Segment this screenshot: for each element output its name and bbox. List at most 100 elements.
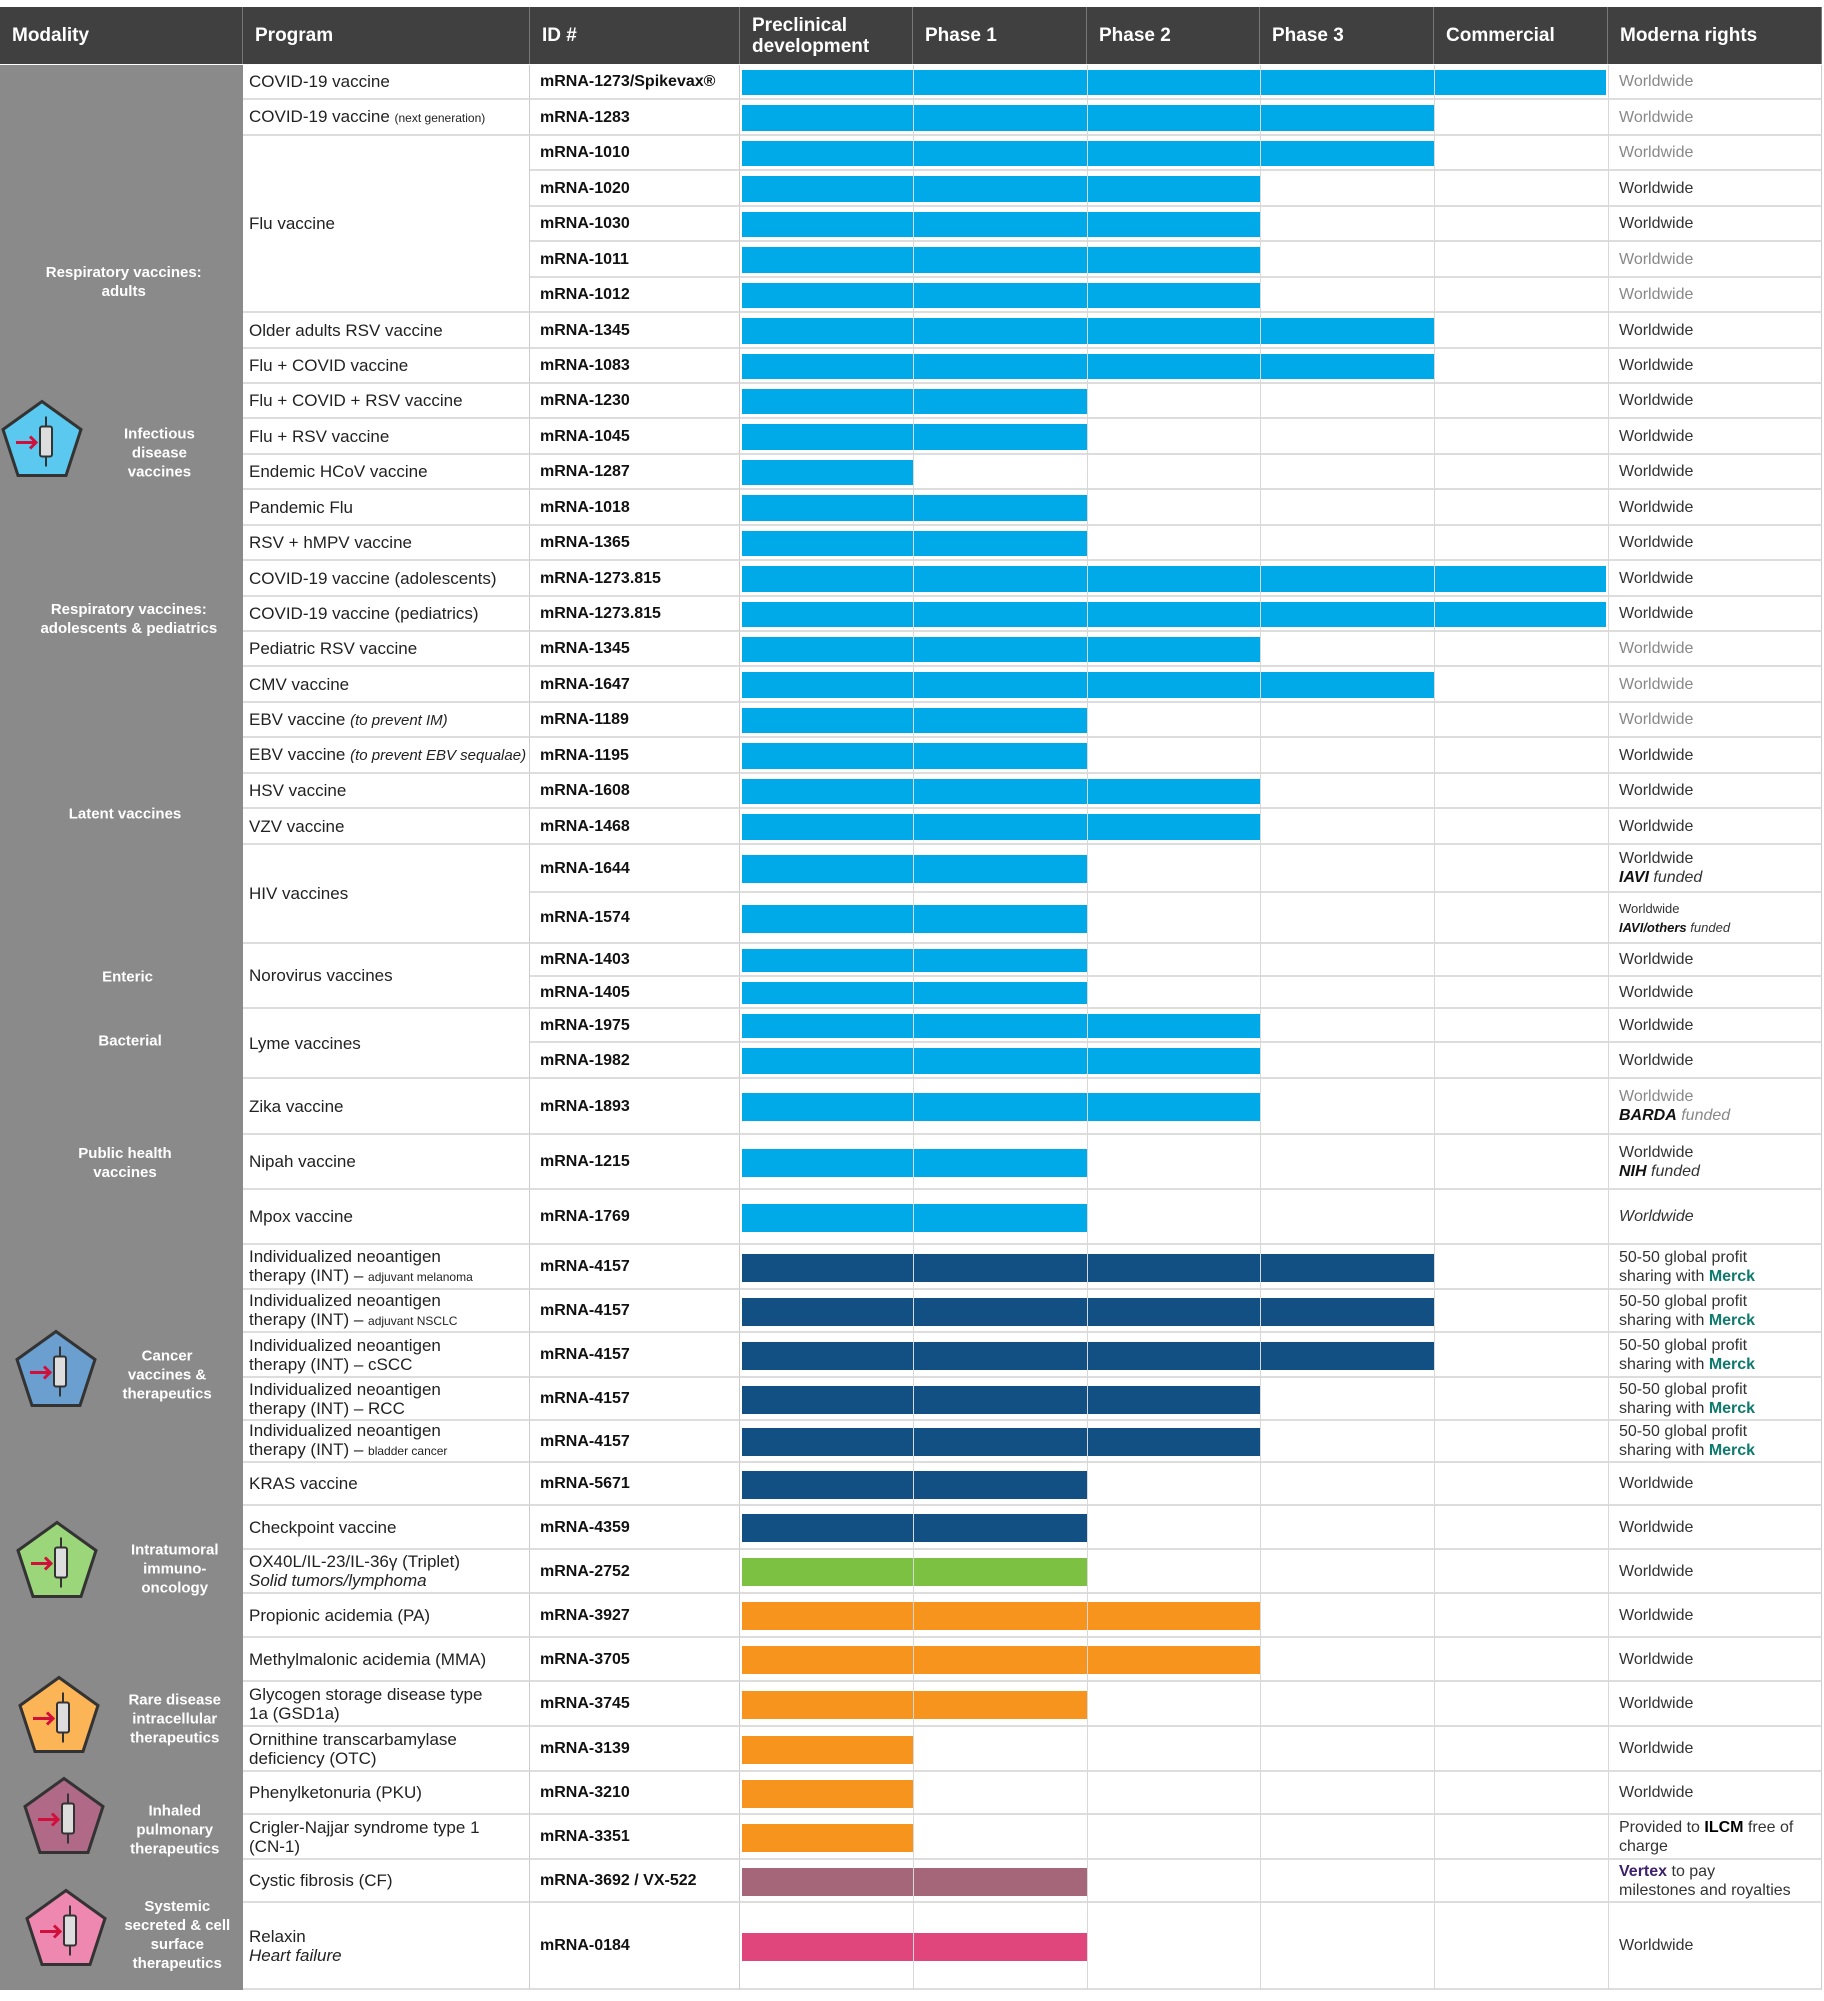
program-id: mRNA-1195 — [530, 738, 740, 774]
program-id: mRNA-3705 — [530, 1638, 740, 1682]
program-cell: Individualized neoantigen therapy (INT) … — [243, 1290, 530, 1333]
column-header: Preclinical development — [740, 7, 913, 64]
stage-cell — [740, 893, 1608, 944]
column-header: Modality — [0, 7, 243, 64]
stage-cell — [740, 1378, 1608, 1421]
rights-line: 50-50 global profit — [1619, 1380, 1747, 1399]
stage-divider — [1260, 65, 1261, 1990]
column-header: Moderna rights — [1608, 7, 1822, 64]
rights-line: milestones and royalties — [1619, 1881, 1791, 1900]
rights-line: Worldwide — [1619, 214, 1693, 233]
program-label: Ornithine transcarbamylase deficiency (O… — [249, 1729, 457, 1768]
rights-text: Worldwide — [1619, 1475, 1694, 1492]
program-id: mRNA-1012 — [530, 278, 740, 313]
rights-line: Worldwide — [1619, 427, 1693, 446]
program-cell: Zika vaccine — [243, 1079, 530, 1135]
modality-column — [0, 65, 243, 1990]
program-name: Flu + RSV vaccine — [249, 427, 389, 446]
rights-line: Worldwide — [1619, 710, 1693, 729]
rights-text: 50-50 global profit — [1619, 1380, 1748, 1398]
stage-cell — [740, 384, 1608, 419]
stage-cell — [740, 171, 1608, 207]
funder-name: BARDA — [1619, 1107, 1677, 1124]
moderna-rights: Worldwide — [1608, 65, 1822, 100]
moderna-rights: Worldwide — [1608, 313, 1822, 349]
stage-cell — [740, 1290, 1608, 1333]
rights-line: Worldwide — [1619, 950, 1693, 969]
program-id: mRNA-1010 — [530, 136, 740, 171]
progress-bar-phase-1 — [742, 1470, 1087, 1499]
rights-text: Worldwide — [1619, 1740, 1694, 1757]
rights-text: Worldwide — [1619, 1606, 1694, 1624]
program-label: Individualized neoantigen therapy (INT) … — [249, 1290, 441, 1329]
rights-line: Provided to ILCM free of — [1619, 1818, 1793, 1837]
progress-bar-commercial — [742, 70, 1606, 95]
rights-line: Worldwide — [1619, 1051, 1693, 1070]
program-name: VZV vaccine — [249, 817, 344, 836]
program-label: Methylmalonic acidemia (MMA) — [249, 1649, 487, 1669]
stage-cell — [740, 455, 1608, 490]
stage-cell — [740, 1245, 1608, 1290]
rights-text: free of — [1743, 1818, 1794, 1836]
stage-cell — [740, 632, 1608, 667]
partner-name: Vertex — [1619, 1862, 1668, 1880]
progress-bar-phase-1 — [742, 1867, 1087, 1896]
partner-name: Merck — [1708, 1311, 1756, 1329]
progress-bar-phase-2 — [742, 1428, 1260, 1456]
program-cell: VZV vaccine — [243, 809, 530, 845]
moderna-rights: Worldwide — [1608, 526, 1822, 561]
stage-cell — [740, 1190, 1608, 1245]
rights-line: Worldwide — [1619, 179, 1693, 198]
rights-text: ILCM — [1704, 1818, 1744, 1836]
program-label: Endemic HCoV vaccine — [249, 462, 428, 481]
syringe-icon — [0, 399, 84, 484]
program-id: mRNA-2752 — [530, 1550, 740, 1594]
column-header: Phase 1 — [913, 7, 1087, 64]
program-label: Checkpoint vaccine — [249, 1517, 397, 1537]
moderna-rights: Worldwide — [1608, 1506, 1822, 1550]
progress-bar-preclinical-development — [742, 1779, 913, 1808]
program-name: Phenylketonuria (PKU) — [249, 1783, 422, 1802]
program-cell: Individualized neoantigen therapy (INT) … — [243, 1421, 530, 1463]
rights-line: 50-50 global profit — [1619, 1422, 1747, 1441]
rights-text: Worldwide — [1619, 108, 1694, 126]
program-name: Zika vaccine — [249, 1097, 343, 1116]
program-name: Crigler-Najjar syndrome type 1 (CN-1) — [249, 1818, 480, 1856]
progress-bar-phase-2 — [742, 1048, 1260, 1074]
program-cell: HSV vaccine — [243, 774, 530, 809]
rights-text: Worldwide — [1619, 711, 1694, 728]
moderna-rights: Worldwide — [1608, 136, 1822, 171]
stage-cell — [740, 845, 1608, 893]
moderna-rights: 50-50 global profit sharing with Merck — [1608, 1290, 1822, 1333]
rights-line: IAVI/others funded — [1619, 918, 1730, 937]
stage-divider — [1087, 65, 1088, 1990]
rights-text: Worldwide — [1619, 73, 1694, 90]
program-qualifier: (next generation) — [394, 110, 486, 125]
program-id: mRNA-4359 — [530, 1506, 740, 1550]
program-name: COVID-19 vaccine — [249, 72, 390, 91]
stage-cell — [740, 774, 1608, 809]
rights-text: 50-50 global profit — [1619, 1336, 1748, 1354]
program-label: Crigler-Najjar syndrome type 1 (CN-1) — [249, 1817, 480, 1856]
program-name: Flu + COVID vaccine — [249, 356, 408, 375]
program-label: EBV vaccine — [249, 745, 346, 764]
stage-cell — [740, 1815, 1608, 1860]
rights-text: Worldwide — [1619, 951, 1694, 968]
rights-line: Worldwide — [1619, 639, 1693, 658]
program-name: Pediatric RSV vaccine — [249, 639, 417, 658]
program-cell: KRAS vaccine — [243, 1463, 530, 1506]
progress-bar-phase-1 — [742, 904, 1087, 933]
rights-line: Worldwide — [1619, 1783, 1693, 1802]
program-name: HIV vaccines — [249, 884, 348, 903]
moderna-rights: Provided to ILCM free of charge — [1608, 1815, 1822, 1860]
moderna-rights: 50-50 global profit sharing with Merck — [1608, 1378, 1822, 1421]
program-cell: Norovirus vaccines — [243, 944, 530, 1009]
program-name: Older adults RSV vaccine — [249, 321, 443, 340]
rights-text: 50-50 global profit — [1619, 1292, 1748, 1310]
program-label: Individualized neoantigen therapy (INT) … — [249, 1379, 441, 1418]
rights-line: Worldwide — [1619, 108, 1693, 127]
stage-cell — [740, 1043, 1608, 1079]
program-id: mRNA-1982 — [530, 1043, 740, 1079]
program-cell: Pediatric RSV vaccine — [243, 632, 530, 667]
program-id: mRNA-1574 — [530, 893, 740, 944]
